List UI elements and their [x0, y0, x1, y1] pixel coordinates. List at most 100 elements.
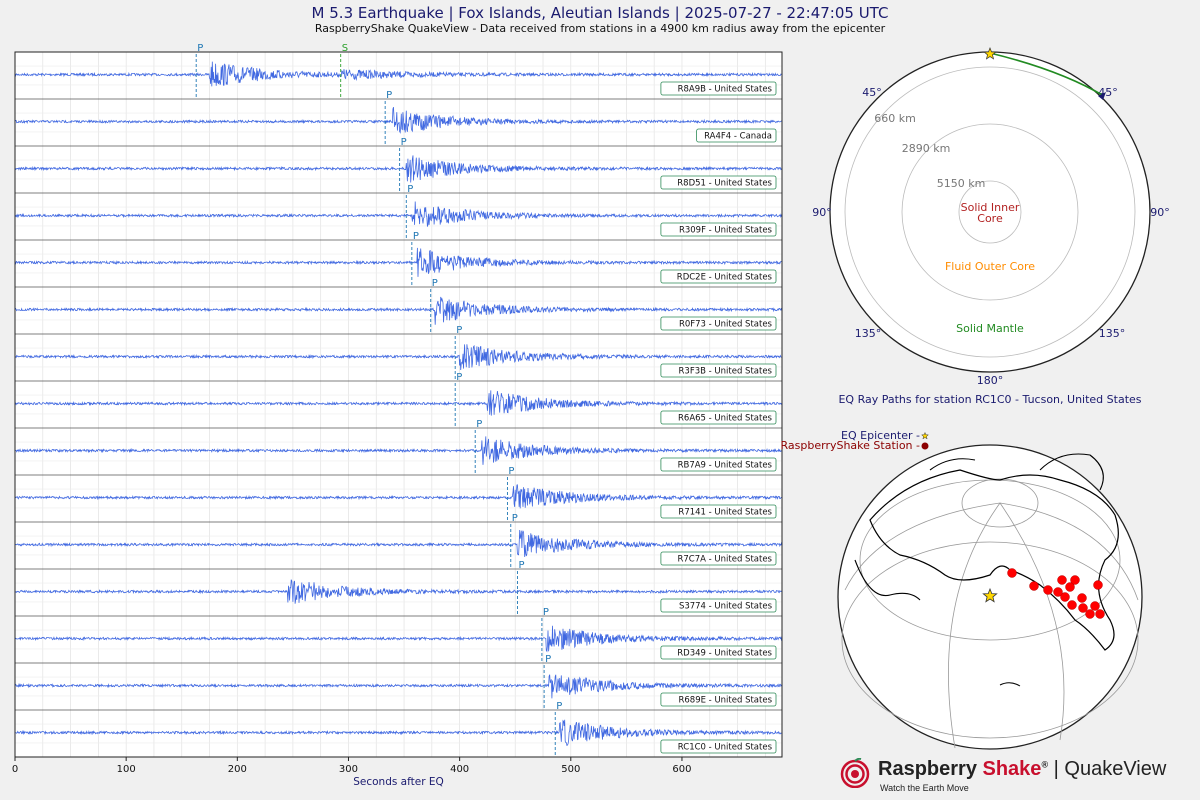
p-arrival-label: P	[407, 184, 413, 195]
station-dot	[1053, 587, 1063, 597]
station-label-box	[660, 598, 777, 613]
p-arrival-label: P	[456, 372, 462, 383]
angle-label: 90°	[1150, 206, 1170, 219]
x-tick-label: 100	[117, 764, 136, 775]
station-label: RA4F4 - Canada	[704, 132, 772, 142]
waveform-trace	[14, 436, 783, 465]
angle-label: 90°	[812, 206, 832, 219]
page-subtitle: RaspberryShake QuakeView - Data received…	[314, 22, 886, 35]
p-arrival-label: P	[456, 325, 462, 336]
waveform-trace	[14, 344, 783, 371]
x-tick-label: 400	[450, 764, 469, 775]
legend-epicenter-icon	[921, 431, 929, 440]
graticule	[844, 502, 1001, 591]
coastline	[1039, 453, 1104, 491]
depth-label: 660 km	[874, 112, 916, 125]
station-label-box	[660, 175, 777, 190]
waveform-trace	[14, 61, 783, 87]
waveform-trace	[14, 296, 783, 325]
legend-station-icon	[921, 442, 929, 450]
station-label: R6A65 - United States	[678, 414, 773, 424]
seismogram-chart: P S R8A9B - United States P RA4F4 - Canada P R…	[12, 43, 783, 788]
outer-core-boundary	[901, 123, 1079, 301]
graticule	[999, 502, 1065, 741]
station-label: R7C7A - United States	[677, 555, 772, 565]
p-arrival-label: P	[556, 701, 562, 712]
station-label: R309F - United States	[679, 226, 773, 236]
station-label: R0F73 - United States	[679, 320, 773, 330]
waveform-trace	[14, 106, 783, 134]
p-arrival-label: P	[197, 43, 203, 54]
station-label-box	[660, 551, 777, 566]
station-label-box	[660, 739, 777, 754]
waveform-trace	[14, 484, 782, 509]
station-dot	[1067, 600, 1077, 610]
station-label-box	[660, 363, 777, 378]
waveform-trace	[14, 155, 783, 183]
layer-label-mantle: Solid Mantle	[956, 322, 1024, 335]
waveform-trace	[14, 529, 783, 558]
station-dot	[1065, 582, 1075, 592]
station-label: R689E - United States	[678, 696, 772, 706]
waveform-trace	[14, 625, 783, 653]
station-dot	[1057, 575, 1067, 585]
layer-label-inner-core: Solid Inner	[961, 201, 1020, 214]
x-tick-label: 300	[339, 764, 358, 775]
station-dot	[1043, 585, 1053, 595]
brand-name: Raspberry Shake® | QuakeView	[878, 758, 1167, 780]
station-dot	[1070, 575, 1080, 585]
station-label: R3F3B - United States	[679, 367, 773, 377]
x-tick-label: 500	[561, 764, 580, 775]
legend-station: RaspberryShake Station -	[780, 439, 920, 452]
angle-label: 45°	[862, 86, 882, 99]
p-arrival-label: P	[518, 560, 524, 571]
station-dot	[1085, 609, 1095, 619]
s-arrival-label: S	[342, 43, 348, 54]
p-arrival-label: P	[401, 137, 407, 148]
waveform-trace	[14, 390, 783, 416]
angle-label: 180°	[977, 374, 1004, 387]
depth-label: 5150 km	[937, 177, 986, 190]
depth-label: 2890 km	[902, 142, 951, 155]
station-dot	[1078, 603, 1088, 613]
station-label-box	[660, 645, 777, 660]
station-label-box	[660, 692, 777, 707]
station-dot	[1095, 609, 1105, 619]
station-label: RC1C0 - United States	[678, 743, 773, 753]
graticule	[961, 478, 1039, 528]
coastline	[854, 559, 921, 601]
depth-660-circle	[844, 66, 1136, 358]
waveform-trace	[14, 579, 783, 604]
epicenter-star	[982, 587, 998, 603]
coastline	[929, 458, 976, 471]
ray-path	[989, 52, 1105, 97]
p-arrival-label: P	[413, 231, 419, 242]
layer-label-inner-core: Core	[977, 212, 1003, 225]
x-tick-label: 200	[228, 764, 247, 775]
coastline	[869, 469, 1119, 651]
station-label-box	[660, 316, 777, 331]
station-label: R8D51 - United States	[677, 179, 772, 189]
epicenter-star	[983, 47, 997, 60]
inner-core-boundary	[958, 180, 1022, 244]
station-label: RDC2E - United States	[677, 273, 773, 283]
station-label-box	[696, 128, 777, 143]
station-label: R8A9B - United States	[678, 85, 773, 95]
coastline	[999, 682, 1021, 687]
station-dot	[1077, 593, 1087, 603]
station-label-box	[660, 410, 777, 425]
station-dot	[1090, 601, 1100, 611]
station-label-box	[660, 81, 777, 96]
station-dot	[1029, 581, 1039, 591]
legend-epicenter: EQ Epicenter -	[841, 429, 920, 442]
p-arrival-label: P	[432, 278, 438, 289]
station-dot	[1093, 580, 1103, 590]
p-arrival-label: P	[543, 607, 549, 618]
angle-label: 135°	[855, 327, 882, 340]
station-label-box	[660, 222, 777, 237]
graticule	[999, 502, 1139, 601]
station-dot	[1007, 568, 1017, 578]
station-label-box	[660, 457, 777, 472]
x-axis-label: Seconds after EQ	[353, 776, 444, 788]
